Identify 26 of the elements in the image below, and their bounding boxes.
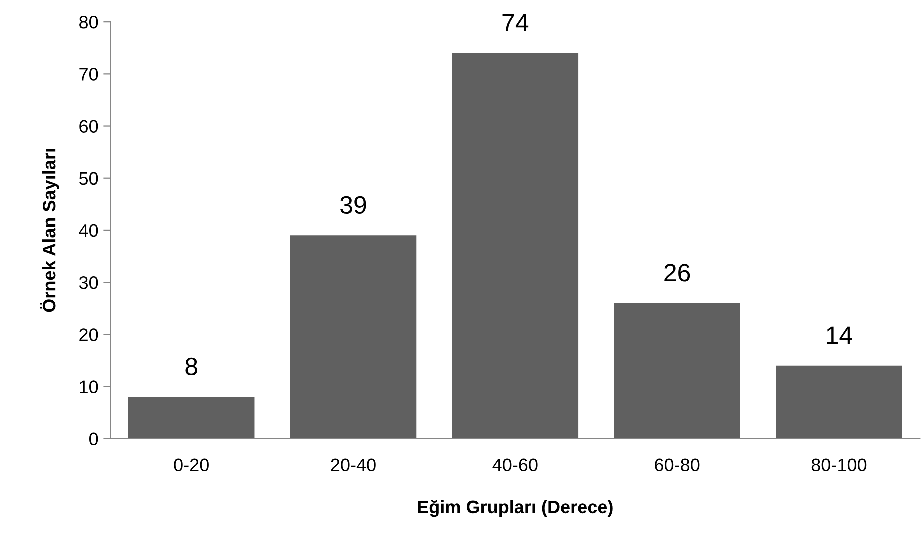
x-tick-label: 80-100 xyxy=(812,458,867,472)
bar xyxy=(128,397,255,439)
x-tick-label: 60-80 xyxy=(655,458,700,472)
y-tick-label: 10 xyxy=(80,380,98,394)
bar xyxy=(452,53,579,439)
y-tick-label: 70 xyxy=(80,68,98,81)
x-axis-title: Eğim Grupları (Derece) xyxy=(418,500,613,518)
y-tick-label: 80 xyxy=(80,16,98,29)
data-label: 8 xyxy=(186,358,198,376)
y-tick-label: 20 xyxy=(80,328,98,342)
bar xyxy=(290,236,417,439)
data-label: 39 xyxy=(340,196,366,214)
bar xyxy=(776,366,902,439)
x-tick-label: 0-20 xyxy=(174,458,209,472)
y-tick-label: 40 xyxy=(79,224,98,238)
data-label: 74 xyxy=(502,14,529,32)
data-label: 26 xyxy=(664,264,690,282)
x-tick-label: 20-40 xyxy=(331,458,376,472)
data-label: 14 xyxy=(827,326,852,344)
y-tick-label: 30 xyxy=(79,276,98,290)
y-axis-title: Örnek Alan Sayıları xyxy=(40,149,60,312)
y-tick-label: 60 xyxy=(80,120,98,133)
y-tick-label: 50 xyxy=(79,172,98,186)
bar xyxy=(614,303,740,439)
y-tick-label: 0 xyxy=(90,432,98,446)
x-tick-label: 40-60 xyxy=(492,458,538,472)
